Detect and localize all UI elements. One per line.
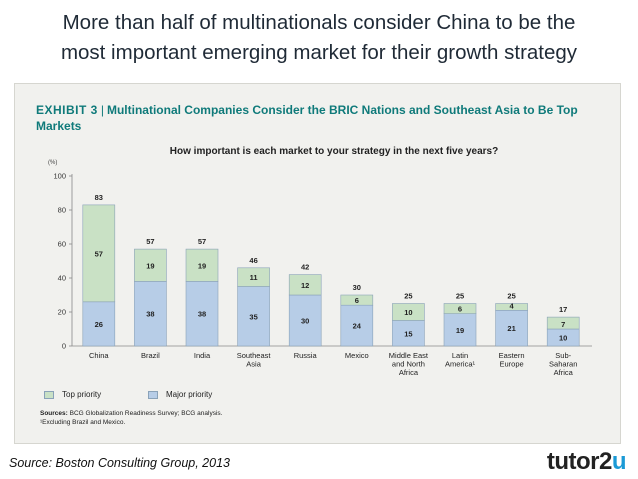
x-tick-label: Africa bbox=[399, 368, 419, 377]
bar-top-priority bbox=[495, 303, 528, 311]
data-label-major-priority: 30 bbox=[301, 317, 309, 326]
bar-top-priority bbox=[237, 267, 270, 287]
x-tick-label: Middle East bbox=[389, 351, 429, 360]
footnote: ¹Excluding Brazil and Mexico. bbox=[40, 419, 126, 426]
legend-label-major-priority: Major priority bbox=[166, 390, 213, 399]
data-label-total: 57 bbox=[198, 237, 206, 246]
data-label-total: 57 bbox=[146, 237, 154, 246]
x-tick-label: Eastern bbox=[499, 351, 525, 360]
x-tick-label: Russia bbox=[294, 351, 318, 360]
data-label-major-priority: 26 bbox=[95, 320, 103, 329]
x-tick-label: Latin bbox=[452, 351, 468, 360]
x-tick-label: Africa bbox=[554, 368, 574, 377]
data-label-total: 25 bbox=[404, 292, 412, 301]
exhibit-title-line-2: Markets bbox=[36, 119, 82, 133]
sources-label: Sources: bbox=[40, 410, 68, 417]
x-tick-label: Europe bbox=[500, 360, 524, 369]
x-tick-label: Brazil bbox=[141, 351, 160, 360]
bar-major-priority bbox=[185, 281, 219, 347]
exhibit-title: EXHIBIT 3 | Multinational Companies Consid… bbox=[36, 102, 596, 134]
data-label-major-priority: 19 bbox=[456, 326, 464, 335]
data-label-top-priority: 6 bbox=[458, 305, 462, 314]
bar-major-priority bbox=[237, 286, 270, 347]
exhibit-separator: | bbox=[100, 103, 104, 117]
y-tick-label: 60 bbox=[58, 240, 66, 249]
x-tick-label: and North bbox=[392, 360, 425, 369]
slide-title: More than half of multinationals conside… bbox=[0, 8, 638, 68]
data-label-total: 42 bbox=[301, 263, 309, 272]
bar-top-priority bbox=[546, 316, 580, 330]
bar-major-priority bbox=[82, 301, 116, 347]
x-tick-label: Mexico bbox=[345, 351, 369, 360]
data-label-total: 83 bbox=[95, 193, 103, 202]
legend-swatch-major-priority bbox=[148, 390, 158, 399]
legend-top-priority: Top priority bbox=[44, 390, 101, 399]
bar-major-priority bbox=[495, 309, 528, 347]
data-label-top-priority: 19 bbox=[146, 261, 154, 270]
bar-major-priority bbox=[340, 304, 374, 347]
exhibit-panel bbox=[14, 83, 621, 444]
x-tick-label: Southeast bbox=[237, 351, 272, 360]
tutor2u-logo: tutor2u bbox=[546, 448, 627, 476]
legend-label-top-priority: Top priority bbox=[62, 390, 102, 399]
logo-accent: u bbox=[611, 448, 627, 475]
bar-top-priority bbox=[443, 303, 477, 314]
bar-top-priority bbox=[340, 294, 374, 306]
data-label-top-priority: 6 bbox=[355, 296, 359, 305]
data-label-major-priority: 38 bbox=[146, 310, 154, 319]
data-label-top-priority: 7 bbox=[561, 320, 565, 329]
data-label-total: 46 bbox=[249, 256, 257, 265]
sources-text: BCG Globalization Readiness Survey; BCG … bbox=[69, 410, 223, 417]
bar-major-priority bbox=[443, 313, 477, 347]
x-tick-label: Asia bbox=[246, 360, 261, 369]
bar-top-priority bbox=[82, 204, 116, 303]
x-tick-label: Sub- bbox=[555, 351, 571, 360]
data-label-top-priority: 4 bbox=[510, 301, 515, 310]
data-label-top-priority: 57 bbox=[95, 249, 103, 258]
exhibit-label: EXHIBIT 3 bbox=[36, 103, 98, 117]
x-tick-label: India bbox=[194, 351, 211, 360]
data-label-top-priority: 19 bbox=[198, 261, 206, 270]
bar-major-priority bbox=[134, 281, 167, 347]
slide-title-line-1: More than half of multinationals conside… bbox=[62, 11, 576, 34]
logo-text: tutor2 bbox=[546, 448, 613, 475]
data-label-top-priority: 10 bbox=[404, 308, 412, 317]
sources-note: Sources: BCG Globalization Readiness Sur… bbox=[40, 409, 222, 427]
data-label-total: 25 bbox=[507, 292, 515, 301]
data-label-top-priority: 12 bbox=[301, 281, 309, 290]
bar-major-priority bbox=[288, 294, 322, 347]
bar-top-priority bbox=[185, 248, 219, 282]
footer-source: Source: Boston Consulting Group, 2013 bbox=[9, 456, 230, 470]
data-label-total: 30 bbox=[353, 283, 361, 292]
y-unit-label: (%) bbox=[48, 160, 58, 166]
x-tick-label: China bbox=[89, 351, 109, 360]
legend-major-priority: Major priority bbox=[148, 390, 212, 399]
y-tick-label: 0 bbox=[62, 342, 66, 351]
bar-top-priority bbox=[134, 248, 167, 282]
y-tick-label: 80 bbox=[58, 206, 66, 215]
data-label-major-priority: 24 bbox=[353, 322, 362, 331]
y-tick-label: 20 bbox=[58, 308, 66, 317]
slide-title-line-2: most important emerging market for their… bbox=[60, 41, 578, 64]
chart-question: How important is each market to your str… bbox=[169, 146, 499, 157]
data-label-total: 17 bbox=[559, 305, 567, 314]
x-tick-label: America¹ bbox=[445, 360, 476, 369]
data-label-total: 25 bbox=[456, 292, 464, 301]
y-tick-label: 100 bbox=[53, 172, 66, 181]
bar-top-priority bbox=[392, 303, 425, 321]
data-label-major-priority: 10 bbox=[559, 334, 567, 343]
x-tick-label: Saharan bbox=[549, 360, 577, 369]
data-label-top-priority: 11 bbox=[250, 273, 258, 282]
data-label-major-priority: 38 bbox=[198, 310, 206, 319]
data-label-major-priority: 35 bbox=[249, 312, 257, 321]
data-label-major-priority: 15 bbox=[404, 329, 412, 338]
y-tick-label: 40 bbox=[58, 274, 66, 283]
exhibit-title-line-1: Multinational Companies Consider the BRI… bbox=[106, 103, 578, 117]
legend-swatch-top-priority bbox=[44, 390, 54, 399]
data-label-major-priority: 21 bbox=[507, 324, 515, 333]
bar-top-priority bbox=[288, 274, 322, 296]
